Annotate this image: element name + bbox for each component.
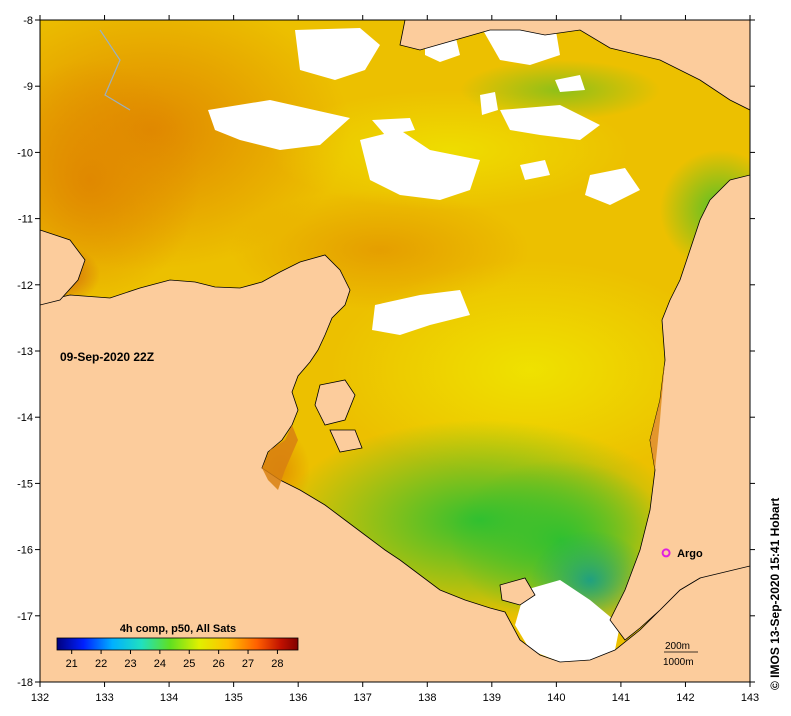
contour-200m-label: 200m bbox=[665, 641, 690, 652]
lon-tick-label: 143 bbox=[741, 692, 759, 704]
lat-tick-label: -18 bbox=[17, 677, 33, 689]
lat-tick-label: -11 bbox=[18, 214, 33, 226]
land-new-guinea bbox=[399, 20, 750, 111]
lat-tick-label: -12 bbox=[17, 280, 33, 292]
land bbox=[40, 20, 750, 682]
lon-tick-label: 136 bbox=[289, 692, 307, 704]
colorbar: 4h comp, p50, All Sats 21 22 23 24 25 26 27 28 bbox=[56, 623, 299, 670]
colorbar-tick-label: 28 bbox=[271, 658, 283, 670]
lon-tick-label: 139 bbox=[483, 692, 501, 704]
colorbar-tick-label: 27 bbox=[242, 658, 254, 670]
colorbar-tick-label: 25 bbox=[183, 658, 195, 670]
lat-tick-label: -17 bbox=[17, 611, 33, 623]
lon-tick-label: 133 bbox=[95, 692, 113, 704]
lat-tick-label: -14 bbox=[17, 412, 33, 424]
colorbar-tick-label: 26 bbox=[213, 658, 225, 670]
lon-tick-label: 142 bbox=[676, 692, 694, 704]
colorbar-tick-label: 23 bbox=[124, 658, 136, 670]
latitude-axis: -8 -9 -10 -11 -12 -13 -14 -15 -16 -17 -18 bbox=[17, 15, 755, 689]
lon-tick-label: 140 bbox=[547, 692, 565, 704]
longitude-axis: 132 133 134 135 136 137 138 139 140 141 142 143 bbox=[31, 15, 759, 704]
colorbar-ticks: 21 22 23 24 25 26 27 28 bbox=[66, 650, 284, 670]
lon-tick-label: 135 bbox=[224, 692, 242, 704]
lat-tick-label: -10 bbox=[17, 147, 33, 159]
lon-tick-label: 134 bbox=[160, 692, 178, 704]
colorbar-tick-label: 22 bbox=[95, 658, 107, 670]
timestamp-label: 09-Sep-2020 22Z bbox=[60, 350, 154, 364]
colorbar-title: 4h comp, p50, All Sats bbox=[120, 623, 236, 635]
lon-tick-label: 138 bbox=[418, 692, 436, 704]
lat-tick-label: -13 bbox=[17, 346, 33, 358]
lon-tick-label: 132 bbox=[31, 692, 49, 704]
lat-tick-label: -15 bbox=[17, 478, 33, 490]
lon-tick-label: 137 bbox=[354, 692, 372, 704]
argo-icon[interactable] bbox=[661, 548, 671, 558]
contour-1000m-label: 1000m bbox=[663, 657, 694, 668]
credit-label: © IMOS 13-Sep-2020 15:41 Hobart bbox=[768, 498, 782, 690]
colorbar-tick-label: 24 bbox=[154, 658, 166, 670]
colorbar-tick-label: 21 bbox=[66, 658, 78, 670]
lat-tick-label: -8 bbox=[23, 15, 33, 27]
lat-tick-label: -16 bbox=[17, 545, 33, 557]
argo-label: Argo bbox=[677, 548, 703, 560]
colorbar-gradient bbox=[56, 637, 299, 651]
argo-float-marker[interactable]: Argo bbox=[661, 548, 703, 560]
lat-tick-label: -9 bbox=[23, 81, 33, 93]
bathymetry-contour bbox=[99, 29, 131, 111]
lon-tick-label: 141 bbox=[612, 692, 630, 704]
cloud-mask bbox=[208, 25, 640, 662]
plot-area bbox=[40, 20, 750, 682]
